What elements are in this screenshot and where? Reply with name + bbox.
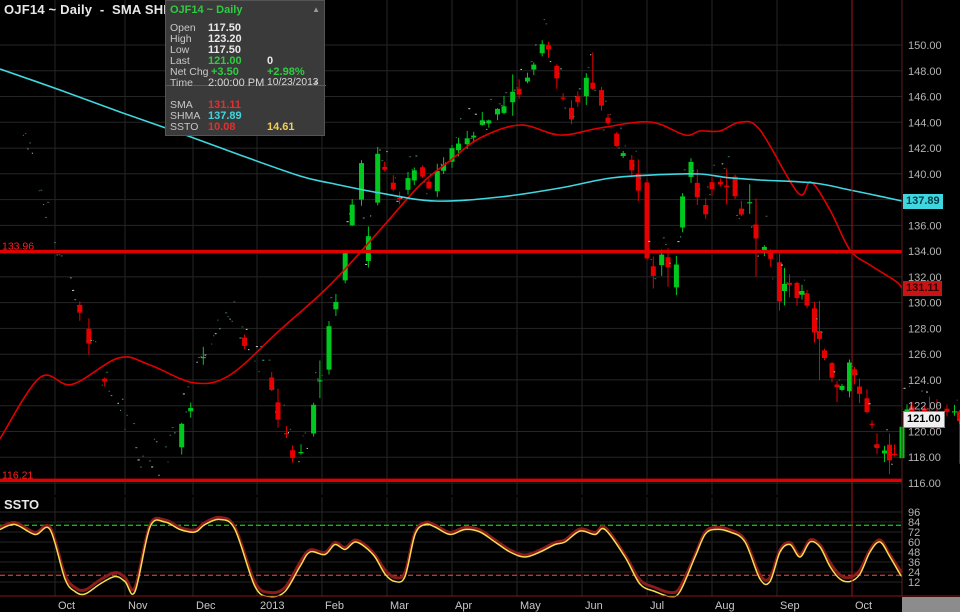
svg-text:150.00: 150.00 — [908, 40, 942, 52]
svg-text:Oct: Oct — [58, 600, 75, 612]
svg-text:Oct: Oct — [855, 600, 872, 612]
svg-text:Apr: Apr — [455, 600, 472, 612]
svg-text:120.00: 120.00 — [908, 427, 942, 439]
svg-text:136.00: 136.00 — [908, 220, 942, 232]
svg-text:128.00: 128.00 — [908, 323, 942, 335]
svg-text:May: May — [520, 600, 541, 612]
svg-text:Aug: Aug — [715, 600, 735, 612]
svg-text:2013: 2013 — [260, 600, 284, 612]
svg-text:116.21: 116.21 — [2, 469, 33, 481]
svg-text:124.00: 124.00 — [908, 375, 942, 387]
svg-text:Sep: Sep — [780, 600, 800, 612]
svg-text:Dec: Dec — [196, 600, 216, 612]
svg-text:118.00: 118.00 — [908, 452, 941, 464]
svg-text:146.00: 146.00 — [908, 92, 942, 104]
svg-text:144.00: 144.00 — [908, 117, 942, 129]
svg-text:148.00: 148.00 — [908, 66, 942, 78]
svg-text:116.00: 116.00 — [908, 478, 941, 490]
svg-text:Mar: Mar — [390, 600, 409, 612]
svg-text:133.96: 133.96 — [2, 241, 34, 253]
svg-text:Feb: Feb — [325, 600, 344, 612]
svg-text:134.00: 134.00 — [908, 246, 942, 258]
svg-text:140.00: 140.00 — [908, 169, 942, 181]
svg-text:Jul: Jul — [650, 600, 664, 612]
svg-text:142.00: 142.00 — [908, 143, 942, 155]
svg-text:12: 12 — [908, 577, 920, 589]
svg-text:Jun: Jun — [585, 600, 603, 612]
svg-text:126.00: 126.00 — [908, 349, 942, 361]
svg-text:130.00: 130.00 — [908, 298, 942, 310]
svg-text:Nov: Nov — [128, 600, 148, 612]
